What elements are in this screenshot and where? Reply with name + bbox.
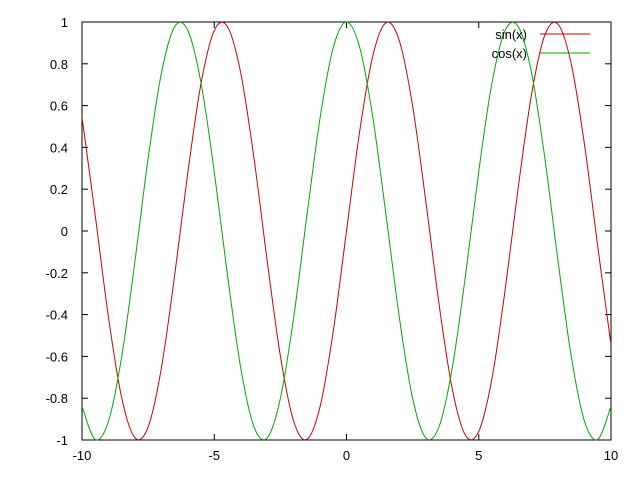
series-line-cos [81, 21, 612, 441]
y-tick-label: 0.2 [50, 182, 68, 197]
legend-label: sin(x) [495, 27, 527, 42]
x-tick-label: -5 [208, 448, 220, 463]
y-tick-label: -0.2 [46, 266, 68, 281]
x-tick-label: 5 [475, 448, 482, 463]
y-tick-label: -0.4 [46, 308, 68, 323]
x-tick-label: 0 [343, 448, 350, 463]
axis-tick-labels: -10 -5 0 5 10 1 0.8 0.6 0.4 0.2 0 -0.2 -0.4 -0.6 -0.8 -… [46, 15, 619, 463]
y-tick-label: -0.6 [46, 349, 68, 364]
legend-label: cos(x) [492, 46, 527, 61]
legend: sin(x) cos(x) [492, 27, 590, 61]
series-line-sin [81, 21, 612, 441]
y-tick-label: 0.6 [50, 99, 68, 114]
y-tick-label: -0.8 [46, 391, 68, 406]
y-tick-label: 1 [61, 15, 68, 30]
y-tick-label: 0.4 [50, 140, 68, 155]
y-tick-label: -1 [56, 433, 68, 448]
x-tick-label: -10 [73, 448, 92, 463]
y-tick-label: 0 [61, 224, 68, 239]
y-tick-label: 0.8 [50, 57, 68, 72]
series-lines [81, 21, 612, 441]
x-tick-label: 10 [604, 448, 618, 463]
axis-ticks [81, 21, 612, 441]
